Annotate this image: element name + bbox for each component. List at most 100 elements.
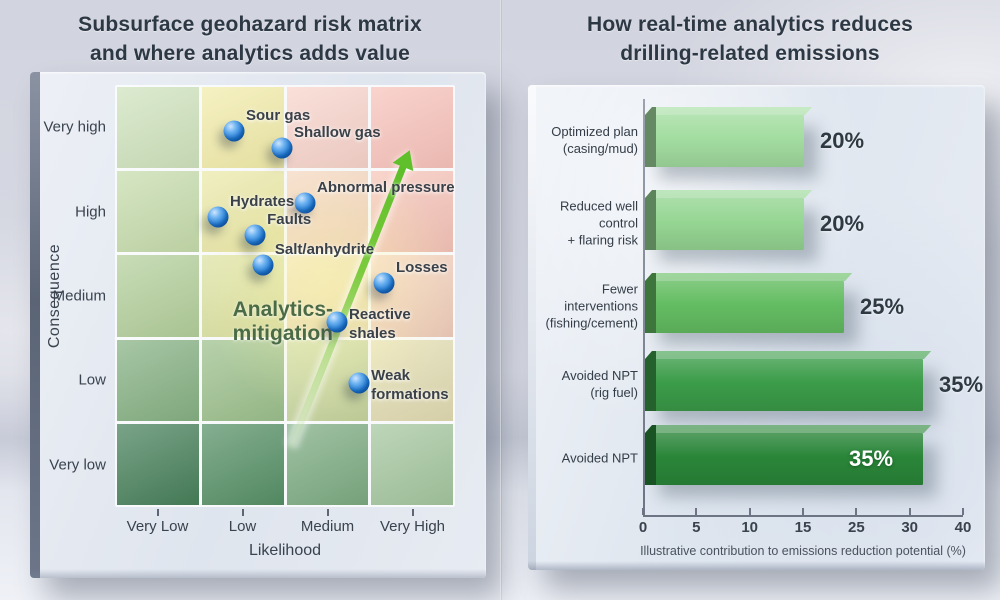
scatter-point-reactive-shales bbox=[326, 311, 348, 333]
scatter-point-hydrates bbox=[207, 206, 229, 228]
board-bottom-edge bbox=[30, 569, 486, 578]
bar-label-line2: (casing/mud) bbox=[562, 141, 638, 156]
bar-left-cap bbox=[645, 273, 656, 333]
left-title-line1: Subsurface geohazard risk matrix bbox=[78, 13, 422, 36]
bar-front-face bbox=[645, 433, 923, 485]
x-axis-tick bbox=[855, 508, 858, 515]
bar-value-label: 35% bbox=[939, 372, 984, 397]
y-axis-line bbox=[643, 99, 645, 517]
bar-3 bbox=[645, 273, 853, 333]
bar-left-cap bbox=[645, 107, 656, 167]
scatter-point-faults bbox=[244, 224, 266, 246]
x-tick-label: 40 bbox=[954, 519, 972, 536]
left-panel-title: Subsurface geohazard risk matrix and whe… bbox=[0, 11, 500, 68]
bar-label-line1: Avoided NPT bbox=[561, 368, 638, 384]
emissions-chart-board: Optimized plan (casing/mud) 20% Reduced wel… bbox=[528, 85, 985, 570]
scatter-point-losses bbox=[373, 272, 395, 294]
point-label-line: shales bbox=[349, 324, 396, 342]
bar-top-face bbox=[646, 190, 813, 198]
bar-label-line1: Optimized plan bbox=[551, 124, 638, 140]
scatter-point-salt-anhydrite bbox=[252, 254, 274, 276]
x-axis-tick bbox=[695, 508, 698, 515]
right-title-line2: drilling-related emissions bbox=[620, 41, 880, 65]
bar-left-cap bbox=[645, 190, 656, 250]
point-label-line: Sour gas bbox=[246, 106, 311, 124]
bar-label-line1: Fewer interventions bbox=[564, 281, 638, 314]
bar-front-face bbox=[645, 198, 804, 250]
point-label-line: Salt/anhydrite bbox=[274, 241, 375, 259]
board-left-edge bbox=[30, 72, 40, 578]
scatter-point-weak-formations bbox=[348, 372, 370, 394]
bar-front-face bbox=[645, 359, 923, 411]
point-label-line: Reactive bbox=[349, 306, 411, 324]
y-axis-label: Low bbox=[78, 371, 106, 389]
point-label: Weak formations bbox=[371, 367, 449, 405]
x-tick-label: 5 bbox=[692, 519, 701, 536]
bar-4 bbox=[645, 351, 932, 411]
risk-matrix-board: Consequence Very high High Medium Low Very l… bbox=[30, 72, 486, 578]
point-label: Hydrates bbox=[230, 193, 294, 212]
x-tick-label: 25 bbox=[847, 519, 865, 536]
y-axis-label: High bbox=[75, 203, 106, 221]
x-axis-tick bbox=[908, 508, 911, 515]
point-label-line: Hydrates bbox=[230, 193, 295, 211]
analytics-mitigation-label: Analytics- mitigation bbox=[115, 298, 333, 345]
y-axis-labels: Very high High Medium Low Very low bbox=[42, 85, 108, 507]
y-axis-label: Very low bbox=[49, 456, 106, 474]
bar-value-label: 25% bbox=[860, 294, 905, 319]
bar-category-label: Avoided NPT (rig fuel) bbox=[532, 368, 638, 402]
x-tick-label: 30 bbox=[901, 519, 918, 536]
left-title-line2: and where analytics adds value bbox=[90, 41, 410, 65]
bar-label-line2: (fishing/cement) bbox=[545, 315, 638, 331]
chart-caption: Illustrative contribution to emissions r… bbox=[640, 544, 966, 558]
point-label: Shallow gas bbox=[294, 124, 381, 143]
bar-5 bbox=[645, 425, 932, 485]
bar-category-label: Reduced well control + flaring risk bbox=[532, 199, 638, 250]
emissions-chart-panel: How real-time analytics reduces drilling… bbox=[500, 0, 1000, 600]
bar-front-face bbox=[645, 115, 804, 167]
x-axis-tick bbox=[241, 509, 244, 516]
x-axis-tick bbox=[156, 509, 159, 516]
bar-left-cap bbox=[645, 351, 656, 411]
bar-category-label: Optimized plan (casing/mud) bbox=[532, 124, 638, 158]
scatter-point-sour-gas bbox=[223, 120, 245, 142]
x-tick-label: 10 bbox=[741, 519, 758, 536]
right-title-line1: How real-time analytics reduces bbox=[587, 13, 913, 36]
bar-1 bbox=[645, 107, 813, 167]
bar-category-label: Avoided NPT bbox=[532, 451, 638, 468]
point-label: Losses bbox=[396, 259, 448, 278]
point-label-line: formations bbox=[371, 385, 449, 403]
x-axis-label: Low bbox=[228, 518, 257, 535]
bar-category-label: Fewer interventions (fishing/cement) bbox=[532, 282, 638, 333]
bar-top-face bbox=[646, 351, 932, 359]
bar-top-face bbox=[646, 273, 853, 281]
point-label: Sour gas bbox=[246, 107, 310, 126]
x-axis-tick bbox=[411, 509, 414, 516]
bar-value-label: 20% bbox=[820, 128, 865, 153]
x-tick-label: 0 bbox=[638, 519, 648, 536]
x-axis-tick bbox=[962, 508, 964, 515]
scatter-point-abnormal-pressure bbox=[294, 192, 316, 214]
x-axis-tick bbox=[802, 508, 804, 515]
x-axis-label: Very High bbox=[379, 518, 446, 535]
scatter-point-shallow-gas bbox=[271, 137, 293, 159]
bar-label-line2: (rig fuel) bbox=[590, 385, 638, 400]
bar-top-face bbox=[646, 107, 813, 115]
right-panel-title: How real-time analytics reduces drilling… bbox=[500, 11, 1000, 68]
annotation-line2: mitigation bbox=[232, 321, 333, 345]
x-axis-tick bbox=[642, 508, 644, 515]
point-label: Reactive shales bbox=[349, 306, 411, 344]
point-label-line: Losses bbox=[395, 258, 448, 276]
board-left-bevel bbox=[528, 85, 536, 570]
x-axis-tick bbox=[326, 509, 329, 516]
annotation-line1: Analytics- bbox=[232, 298, 333, 321]
x-tick-label: 15 bbox=[794, 519, 812, 536]
x-axis-label: Medium bbox=[300, 518, 355, 535]
bar-label-line1: Reduced well control bbox=[559, 198, 638, 231]
point-label: Faults bbox=[267, 211, 311, 230]
points-layer: Analytics- mitigation Sour gas Shallow ga… bbox=[115, 85, 455, 507]
point-label: Abnormal pressure bbox=[317, 179, 455, 198]
bar-value-label: 20% bbox=[820, 211, 865, 236]
board-bottom-edge-right bbox=[528, 561, 985, 570]
point-label-line: Abnormal pressure bbox=[317, 179, 455, 197]
